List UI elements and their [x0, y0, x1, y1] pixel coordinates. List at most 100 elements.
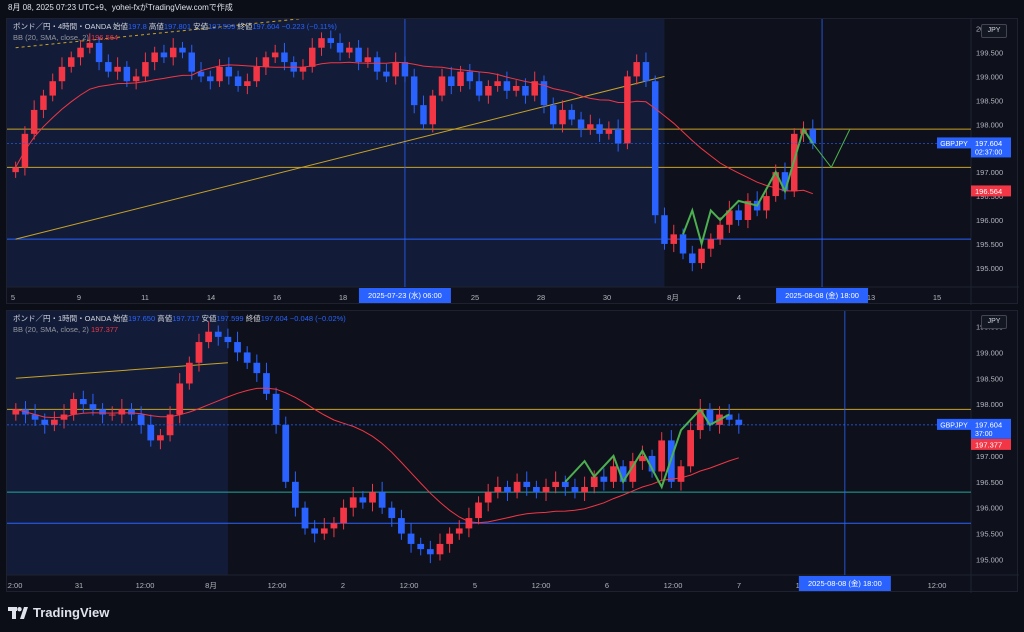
candle-body — [388, 507, 396, 519]
candle-body — [79, 399, 87, 405]
candle-body — [31, 414, 39, 420]
x-tick-label: 8月 — [667, 293, 679, 302]
candle-body — [475, 81, 483, 96]
x-tick-label: 4 — [737, 293, 741, 302]
candle-body — [330, 523, 338, 529]
x-tick-label: 12:00 — [664, 581, 683, 590]
x-tick-label: 14 — [207, 293, 215, 302]
candle-body — [12, 167, 19, 173]
candle-body — [336, 42, 344, 53]
candle-body — [225, 66, 233, 77]
x-tick-label: 12:00 — [532, 581, 551, 590]
crosshair-date-badge — [776, 288, 869, 303]
trend-line — [15, 19, 303, 49]
candle-body — [438, 76, 446, 96]
high-value: 197.717 — [172, 314, 200, 323]
bb-price-badge — [971, 438, 1011, 450]
candle-body — [725, 414, 733, 420]
candle-body — [809, 129, 817, 144]
y-tick-label: 196.500 — [976, 478, 1003, 487]
bb-value: 196.564 — [90, 33, 119, 42]
candle-body — [410, 76, 418, 106]
candle-body — [309, 47, 316, 67]
candle-body — [320, 528, 328, 534]
candle-body — [503, 81, 511, 91]
candle-body — [244, 81, 251, 86]
crosshair-date-text: 2025-07-23 (水) 06:00 — [368, 290, 442, 300]
close-label: 終値 — [245, 314, 261, 323]
open-value: 197.650 — [128, 314, 156, 323]
candle-body — [651, 81, 659, 216]
candle-body — [401, 62, 409, 77]
candle-body — [271, 52, 279, 58]
x-tick-label: 7 — [737, 581, 741, 590]
close-label: 終値 — [237, 22, 253, 31]
bb-price-text: 197.377 — [975, 440, 1002, 449]
candle-body — [494, 81, 501, 86]
x-tick-label: 12:00 — [928, 581, 947, 590]
candle-body — [378, 492, 386, 508]
chart-pane-4h[interactable]: 200.000199.500199.000198.500198.000197.5… — [6, 18, 1019, 305]
chart-1h-canvas[interactable]: 199.500199.000198.500198.000197.500197.0… — [7, 311, 1019, 593]
change-value: −0.048 (−0.02%) — [289, 314, 346, 323]
chart-pane-1h[interactable]: 199.500199.000198.500198.000197.500197.0… — [6, 310, 1019, 593]
low-label: 安値 — [201, 314, 217, 323]
candle-body — [610, 466, 617, 482]
candle-body — [533, 487, 540, 493]
candle-body — [392, 62, 399, 77]
candle-body — [243, 352, 251, 363]
currency-button-1h[interactable]: JPY — [981, 315, 1007, 329]
candle-body — [49, 81, 56, 96]
candle-body — [128, 409, 135, 415]
candle-body — [207, 76, 214, 82]
bb-label: BB (20, SMA, close, 2) — [13, 33, 89, 42]
candle-body — [658, 440, 666, 472]
candle-body — [234, 342, 241, 353]
x-tick-label: 8月 — [205, 581, 217, 590]
candle-body — [12, 409, 20, 415]
open-value: 197.8 — [128, 22, 147, 31]
x-tick-label: 30 — [603, 293, 611, 302]
candle-body — [457, 71, 464, 86]
chart-4h-canvas[interactable]: 200.000199.500199.000198.500198.000197.5… — [7, 19, 1019, 305]
x-tick-label: 9 — [77, 293, 81, 302]
candle-body — [70, 399, 78, 415]
candle-body — [512, 86, 520, 91]
zigzag-line — [564, 407, 730, 490]
close-value: 197.604 — [260, 314, 288, 323]
y-tick-label: 196.000 — [976, 216, 1003, 225]
candle-body — [346, 47, 353, 53]
candle-body — [679, 234, 687, 254]
shaded-zone — [7, 311, 228, 575]
candle-body — [118, 409, 126, 415]
y-tick-label: 195.000 — [976, 555, 1003, 564]
low-label: 安値 — [193, 22, 209, 31]
candle-body — [629, 461, 637, 482]
candle-body — [531, 81, 538, 96]
tradingview-logo[interactable]: TradingView — [8, 605, 109, 620]
x-tick-label: 12:00 — [7, 581, 22, 590]
candle-body — [299, 66, 307, 72]
candle-body — [587, 124, 594, 130]
candle-body — [577, 119, 585, 130]
candle-body — [369, 492, 376, 503]
candle-body — [169, 47, 177, 58]
x-tick-label: 16 — [273, 293, 281, 302]
change-value: −0.223 (−0.11%) — [281, 22, 337, 31]
crosshair-date-text: 2025-08-08 (金) 18:00 — [808, 578, 882, 588]
low-value: 197.599 — [216, 314, 244, 323]
candle-body — [417, 543, 425, 550]
candle-body — [263, 373, 270, 394]
candle-body — [355, 47, 362, 63]
symbol-line: ポンド／円・1時間・OANDA — [13, 314, 111, 323]
candle-body — [619, 466, 627, 482]
currency-button-4h[interactable]: JPY — [981, 24, 1007, 38]
candle-body — [744, 200, 752, 220]
x-tick-label: 12:00 — [400, 581, 419, 590]
high-label: 高値 — [157, 314, 173, 323]
candle-body — [568, 109, 576, 120]
high-value: 197.801 — [163, 22, 192, 31]
x-tick-label: 12:00 — [136, 581, 155, 590]
candle-body — [639, 455, 646, 462]
last-price-badge — [971, 137, 1011, 158]
